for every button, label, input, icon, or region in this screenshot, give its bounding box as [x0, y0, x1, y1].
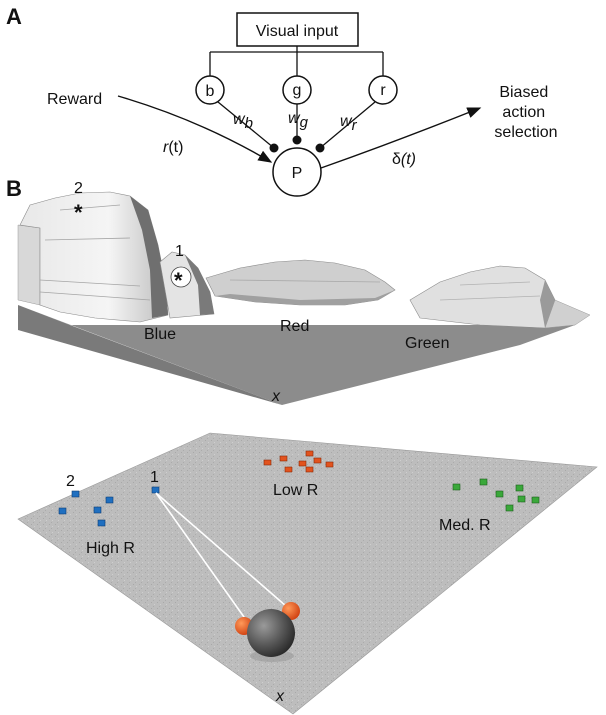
red-flowers — [263, 450, 334, 473]
output-arrow — [320, 107, 482, 169]
reward-arrow — [117, 95, 273, 163]
foraging-arena: 2 1 High R Low R Med. R x — [17, 432, 598, 715]
weight-g: wg — [288, 110, 309, 131]
arena-floor — [18, 433, 597, 714]
blue-flowers — [58, 486, 160, 527]
peak2-marker: * — [74, 200, 83, 225]
weight-r: wr — [340, 113, 358, 134]
peak2-label: 2 — [74, 180, 83, 197]
region-green-label: Green — [405, 335, 449, 352]
node-b-label: b — [206, 83, 215, 100]
bee-sight-lines — [155, 492, 287, 618]
panel-a-label: A — [6, 4, 22, 29]
value-landscape: 2 * 1 * Blue Red Green x — [17, 180, 591, 405]
bee-agent — [235, 602, 300, 662]
synapse-b — [269, 143, 279, 153]
reward-signal: r(t) — [163, 139, 183, 156]
region-blue-label: Blue — [144, 326, 176, 343]
synapse-g — [292, 135, 302, 145]
node-p-label: P — [292, 165, 303, 182]
group-med-label: Med. R — [439, 517, 491, 534]
node-r-label: r — [380, 82, 386, 99]
arena-axis-label: x — [275, 688, 285, 705]
visual-input-box: Visual input — [236, 12, 359, 47]
peak1-marker-bg — [170, 266, 192, 288]
reward-label: Reward — [47, 91, 102, 108]
node-g: g — [282, 75, 312, 105]
visual-input-label: Visual input — [256, 23, 339, 40]
region-red-label: Red — [280, 318, 309, 335]
node-b: b — [195, 75, 225, 105]
flower2-label: 2 — [66, 473, 75, 490]
input-connections — [209, 46, 384, 76]
delta-signal: δ(t) — [392, 151, 416, 168]
weight-b: wb — [233, 111, 253, 132]
group-low-label: Low R — [273, 482, 318, 499]
landscape-axis-label: x — [271, 388, 281, 405]
node-p: P — [272, 147, 322, 197]
node-g-label: g — [293, 82, 302, 99]
green-flowers — [452, 478, 540, 512]
landscape-floor — [18, 305, 575, 405]
group-high-label: High R — [86, 540, 135, 557]
weight-connections — [217, 101, 376, 149]
panel-b-label: B — [6, 176, 22, 201]
synapse-r — [315, 143, 325, 153]
flower1-label: 1 — [150, 469, 159, 486]
node-r: r — [368, 75, 398, 105]
peak1-marker: * — [174, 268, 183, 293]
peak1-label: 1 — [175, 243, 184, 260]
output-label: Biased action selection — [494, 84, 557, 141]
